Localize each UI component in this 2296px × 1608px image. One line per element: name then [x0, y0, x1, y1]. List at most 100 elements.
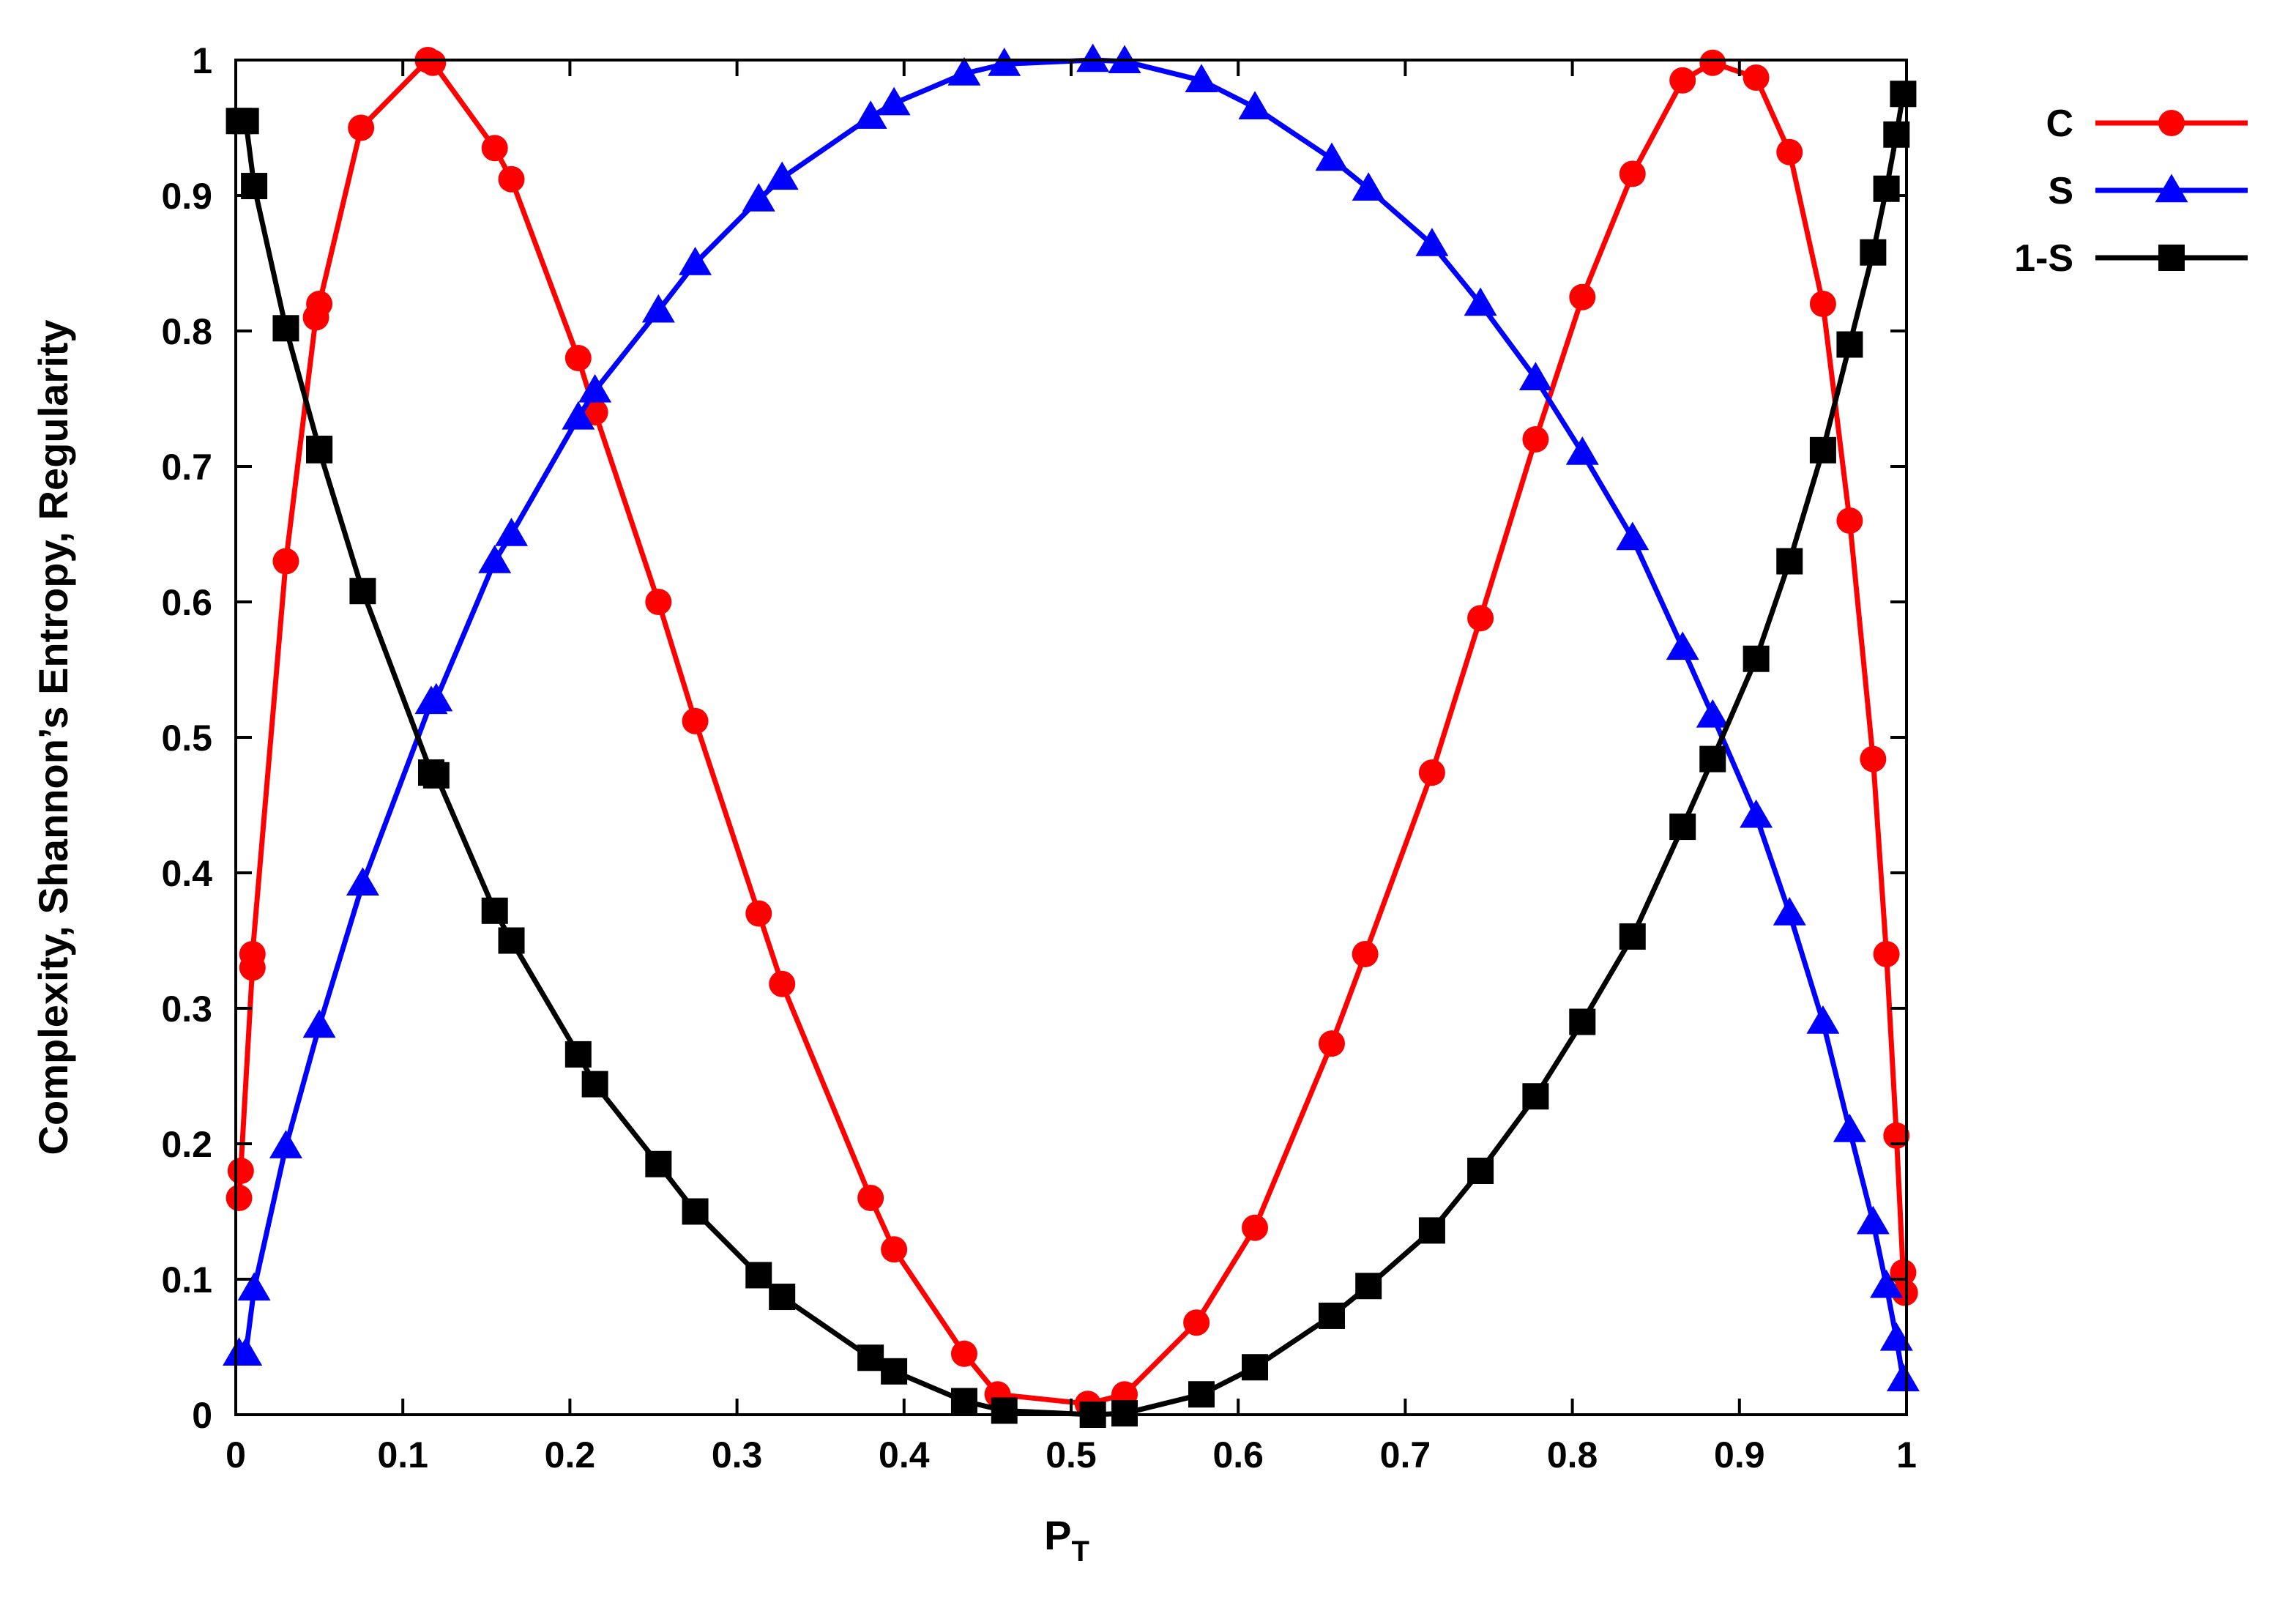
- x-axis-title: PT: [1044, 1512, 1089, 1568]
- data-point-1-s: [682, 1198, 709, 1225]
- data-point-s: [1806, 1005, 1840, 1034]
- y-tick-label: 0.6: [161, 582, 212, 623]
- data-point-c: [1569, 283, 1596, 310]
- data-point-s: [1415, 228, 1449, 256]
- data-point-c: [1619, 160, 1646, 187]
- x-tick-label: 0.7: [1380, 1434, 1431, 1475]
- data-point-c: [1669, 67, 1696, 94]
- data-point-s: [1352, 172, 1385, 201]
- data-point-s: [269, 1130, 302, 1158]
- data-point-c: [1776, 138, 1803, 165]
- y-tick-label: 0.7: [161, 447, 212, 488]
- data-point-s: [988, 48, 1021, 76]
- data-point-s: [578, 373, 612, 403]
- y-tick-label: 1: [192, 40, 212, 81]
- data-point-c: [225, 1185, 253, 1211]
- data-point-s: [1833, 1114, 1866, 1142]
- data-point-s: [478, 545, 512, 573]
- data-point-s: [1870, 1269, 1904, 1298]
- data-point-c: [1883, 1122, 1910, 1149]
- data-point-c: [1836, 507, 1863, 534]
- data-point-1-s: [645, 1150, 672, 1177]
- x-tick-label: 0.6: [1212, 1434, 1264, 1475]
- data-point-s: [641, 294, 675, 323]
- data-point-1-s: [1860, 239, 1887, 266]
- data-point-c: [745, 900, 772, 927]
- data-point-s: [1076, 43, 1110, 72]
- data-point-c: [1809, 291, 1836, 317]
- data-point-c: [1860, 745, 1887, 773]
- legend-entry-c: C: [2046, 103, 2248, 145]
- series-layer: [223, 43, 1920, 1428]
- data-point-1-s: [1569, 1008, 1596, 1035]
- data-point-c: [769, 970, 796, 997]
- data-point-c: [950, 1340, 977, 1367]
- y-tick-label: 0.9: [161, 176, 212, 217]
- data-point-1-s: [1890, 81, 1917, 108]
- data-point-s: [1856, 1205, 1890, 1235]
- data-point-s: [302, 1009, 336, 1038]
- data-point-c: [1242, 1214, 1269, 1241]
- data-point-c: [645, 589, 672, 615]
- data-point-1-s: [498, 927, 525, 954]
- legend-entry-s: S: [2048, 170, 2248, 212]
- data-point-c: [857, 1185, 884, 1211]
- tick-layer: 0 0.1 0.2 0.3 0.4 0.5 0.6 0.7 0.8 0.9 1 0 0.1 0.2 0.3 0…: [161, 40, 1916, 1475]
- data-point-1-s: [306, 436, 333, 464]
- legend: CS 1-S: [2014, 103, 2248, 280]
- data-point-c: [1318, 1030, 1345, 1057]
- data-point-s: [1616, 521, 1650, 551]
- data-point-s: [947, 57, 981, 86]
- data-point-s: [1464, 287, 1497, 316]
- data-point-1-s: [581, 1071, 608, 1098]
- x-tick-label: 0.1: [377, 1434, 428, 1475]
- data-point-1-s: [745, 1262, 772, 1289]
- y-tick-label: 0.8: [161, 311, 212, 352]
- data-point-c: [420, 49, 447, 76]
- x-tick-label: 0.4: [879, 1434, 930, 1475]
- data-point-1-s: [481, 897, 508, 924]
- y-tick-label: 0.3: [161, 989, 212, 1030]
- data-point-1-s: [1318, 1302, 1345, 1329]
- data-point-1-s: [1522, 1083, 1549, 1110]
- x-tick-label: 0.5: [1046, 1434, 1097, 1475]
- data-point-1-s: [1809, 436, 1836, 464]
- data-point-c: [1699, 49, 1726, 76]
- data-point-c: [227, 1158, 254, 1184]
- data-point-1-s: [1776, 548, 1803, 575]
- data-point-c: [348, 114, 375, 141]
- data-point-1-s: [1873, 175, 1900, 202]
- data-point-s: [1879, 1322, 1913, 1351]
- data-point-c: [272, 548, 299, 575]
- x-tick-label: 0.8: [1547, 1434, 1598, 1475]
- data-point-1-s: [272, 315, 299, 342]
- data-point-s: [1565, 436, 1599, 465]
- data-point-c: [239, 941, 266, 967]
- x-tick-label: 0.3: [712, 1434, 763, 1475]
- data-point-1-s: [1699, 745, 1726, 773]
- series-line-c: [236, 57, 1908, 1407]
- legend-swatch-marker-s: [2155, 174, 2188, 203]
- data-point-s: [765, 161, 799, 190]
- x-tick-label: 0: [225, 1434, 246, 1475]
- data-point-s: [1315, 142, 1349, 171]
- data-point-1-s: [1418, 1217, 1445, 1244]
- data-point-s: [1185, 64, 1218, 92]
- data-point-s: [877, 86, 911, 116]
- data-point-1-s: [881, 1358, 908, 1385]
- data-point-s: [1696, 699, 1729, 728]
- data-point-c: [1467, 605, 1494, 632]
- data-point-c: [682, 707, 709, 734]
- legend-entry-1-s: 1-S: [2014, 237, 2248, 280]
- x-axis-title-main: P: [1044, 1512, 1071, 1558]
- series-1-s: [225, 81, 1917, 1428]
- data-point-s: [1886, 1363, 1920, 1392]
- legend-label-s: S: [2048, 170, 2073, 212]
- y-tick-label: 0: [192, 1395, 212, 1436]
- data-point-s: [562, 401, 595, 430]
- data-point-c: [306, 291, 333, 317]
- data-point-1-s: [1242, 1354, 1269, 1381]
- data-point-s: [237, 1272, 271, 1301]
- data-point-c: [1418, 759, 1445, 786]
